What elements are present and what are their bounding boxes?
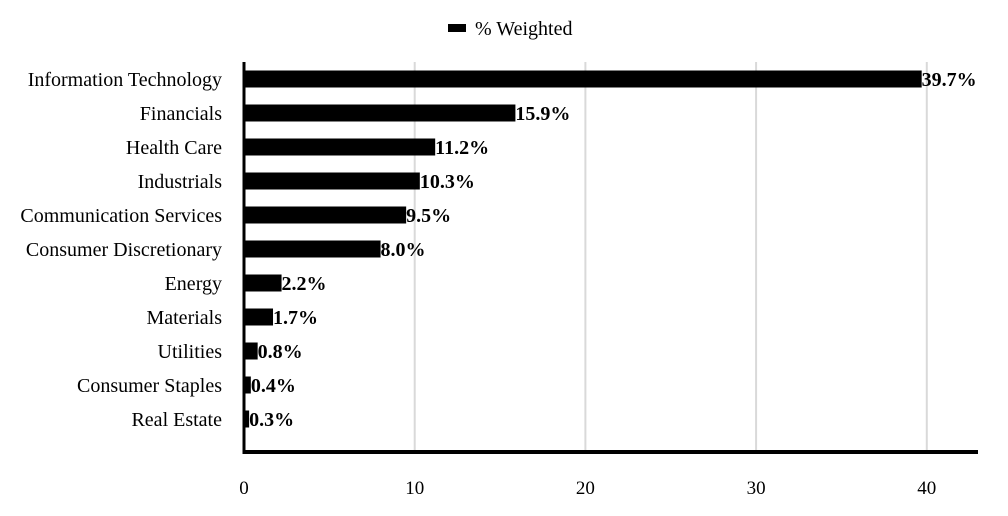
bar — [244, 172, 420, 190]
x-tick-label: 20 — [576, 478, 595, 499]
data-label: 0.4% — [251, 375, 296, 397]
category-label: Real Estate — [131, 409, 222, 431]
x-tick-label: 30 — [747, 478, 766, 499]
category-label: Information Technology — [28, 69, 222, 91]
data-label: 9.5% — [406, 205, 451, 227]
legend-label: % Weighted — [475, 18, 572, 40]
category-label: Financials — [140, 103, 222, 125]
x-tick-label: 0 — [239, 478, 249, 499]
bar — [244, 376, 251, 394]
data-label: 2.2% — [282, 273, 327, 295]
category-label: Energy — [165, 273, 222, 295]
gridlines — [413, 62, 928, 452]
category-label: Health Care — [126, 137, 222, 159]
data-label: 11.2% — [435, 137, 489, 159]
x-tick-label: 40 — [917, 478, 936, 499]
axes — [242, 62, 978, 454]
category-label: Industrials — [138, 171, 223, 193]
bar — [244, 240, 381, 258]
data-label: 1.7% — [273, 307, 318, 329]
bar — [244, 104, 516, 122]
category-label: Utilities — [158, 341, 223, 363]
data-label: 10.3% — [420, 171, 475, 193]
bar — [244, 206, 407, 224]
category-label: Materials — [146, 307, 222, 329]
bar — [244, 70, 922, 88]
x-tick-label: 10 — [405, 478, 424, 499]
legend: % Weighted — [448, 18, 572, 40]
data-label: 8.0% — [381, 239, 426, 261]
bar — [244, 342, 258, 360]
data-label: 0.8% — [258, 341, 303, 363]
data-label: 0.3% — [249, 409, 294, 431]
bar — [244, 308, 274, 326]
labels: 0 10 20 30 40 Information Technology 39.7% Fina… — [20, 69, 976, 499]
bars — [244, 70, 922, 428]
category-label: Consumer Discretionary — [26, 239, 222, 261]
legend-swatch — [448, 24, 466, 32]
bar — [244, 410, 250, 428]
bar — [244, 274, 282, 292]
category-label: Communication Services — [20, 205, 222, 227]
data-label: 15.9% — [515, 103, 570, 125]
bar — [244, 138, 436, 156]
data-label: 39.7% — [922, 69, 977, 91]
category-label: Consumer Staples — [77, 375, 222, 397]
